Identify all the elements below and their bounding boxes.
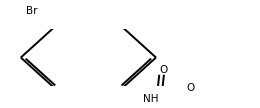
Text: O: O xyxy=(160,65,168,75)
Text: O: O xyxy=(186,83,194,93)
Text: NH: NH xyxy=(143,94,159,104)
Text: Br: Br xyxy=(26,6,38,16)
